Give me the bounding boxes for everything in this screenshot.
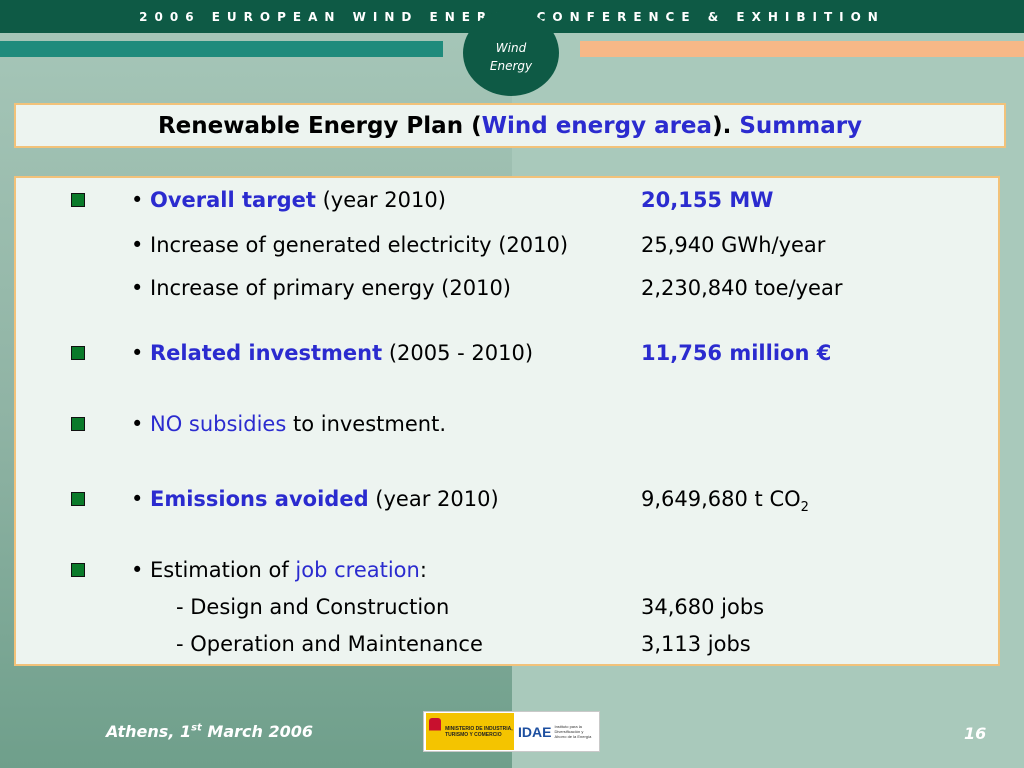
slide-title: Renewable Energy Plan (Wind energy area)…	[14, 103, 1006, 148]
logo-text: Wind Energy	[481, 39, 541, 75]
logo-line2: Energy	[489, 59, 533, 73]
spain-crest-icon	[429, 717, 442, 746]
list-item: • Increase of generated electricity (201…	[16, 230, 996, 260]
orange-band	[580, 41, 1024, 57]
bullet-icon: •	[131, 558, 144, 582]
title-part1: Renewable Energy Plan (	[157, 112, 482, 139]
summary-panel: • Overall target (year 2010) 20,155 MW •…	[14, 176, 1000, 666]
bullet-icon: •	[131, 276, 144, 300]
item-label: Overall target (year 2010)	[150, 188, 446, 212]
item-value: 20,155 MW	[641, 188, 774, 212]
list-item: • Estimation of job creation:	[16, 555, 996, 585]
idae-word: IDAE	[518, 723, 552, 740]
item-label: Estimation of job creation:	[150, 558, 427, 582]
item-label: NO subsidies to investment.	[150, 412, 446, 436]
item-label: - Design and Construction	[176, 595, 450, 619]
page-number: 16	[964, 724, 987, 743]
title-part4: Summary	[739, 112, 863, 139]
list-item: • Increase of primary energy (2010) 2,23…	[16, 273, 996, 303]
sponsor-logos: MINISTERIO DE INDUSTRIA, TURISMO Y COMER…	[423, 711, 600, 752]
square-bullet-icon	[71, 492, 85, 506]
idae-text: Instituto para la Diversificación y Ahor…	[554, 724, 592, 739]
item-label: Related investment (2005 - 2010)	[150, 341, 534, 365]
list-item: • Overall target (year 2010) 20,155 MW	[16, 185, 996, 215]
list-item: - Operation and Maintenance 3,113 jobs	[16, 629, 996, 659]
bullet-icon: •	[131, 412, 144, 436]
list-item: - Design and Construction 34,680 jobs	[16, 592, 996, 622]
footer-place-date: Athens, 1st March 2006	[106, 722, 313, 741]
bullet-icon: •	[131, 341, 144, 365]
square-bullet-icon	[71, 417, 85, 431]
item-label: Emissions avoided (year 2010)	[150, 487, 499, 511]
wind-energy-logo: Wind Energy	[463, 10, 559, 96]
item-value: 9,649,680 t CO2	[641, 487, 809, 516]
list-item: • Related investment (2005 - 2010) 11,75…	[16, 338, 996, 368]
bullet-icon: •	[131, 487, 144, 511]
title-part3: ).	[712, 112, 732, 139]
square-bullet-icon	[71, 346, 85, 360]
ministry-logo: MINISTERIO DE INDUSTRIA, TURISMO Y COMER…	[426, 713, 514, 750]
item-value: 2,230,840 toe/year	[641, 276, 843, 300]
ministry-text: MINISTERIO DE INDUSTRIA, TURISMO Y COMER…	[445, 725, 513, 738]
square-bullet-icon	[71, 563, 85, 577]
item-label: Increase of generated electricity (2010)	[150, 233, 569, 257]
list-item: • Emissions avoided (year 2010) 9,649,68…	[16, 484, 996, 515]
item-value: 34,680 jobs	[641, 595, 765, 619]
idae-logo: IDAE Instituto para la Diversificación y…	[514, 713, 596, 750]
bullet-icon: •	[131, 233, 144, 257]
item-value: 11,756 million €	[641, 341, 832, 365]
bullet-icon: •	[131, 188, 144, 212]
square-bullet-icon	[71, 193, 85, 207]
logo-line1: Wind	[495, 41, 527, 55]
teal-band	[0, 41, 443, 57]
item-label: - Operation and Maintenance	[176, 632, 483, 656]
list-item: • NO subsidies to investment.	[16, 409, 996, 439]
item-value: 3,113 jobs	[641, 632, 751, 656]
item-value: 25,940 GWh/year	[641, 233, 826, 257]
title-part2: Wind energy area	[481, 112, 713, 139]
item-label: Increase of primary energy (2010)	[150, 276, 511, 300]
